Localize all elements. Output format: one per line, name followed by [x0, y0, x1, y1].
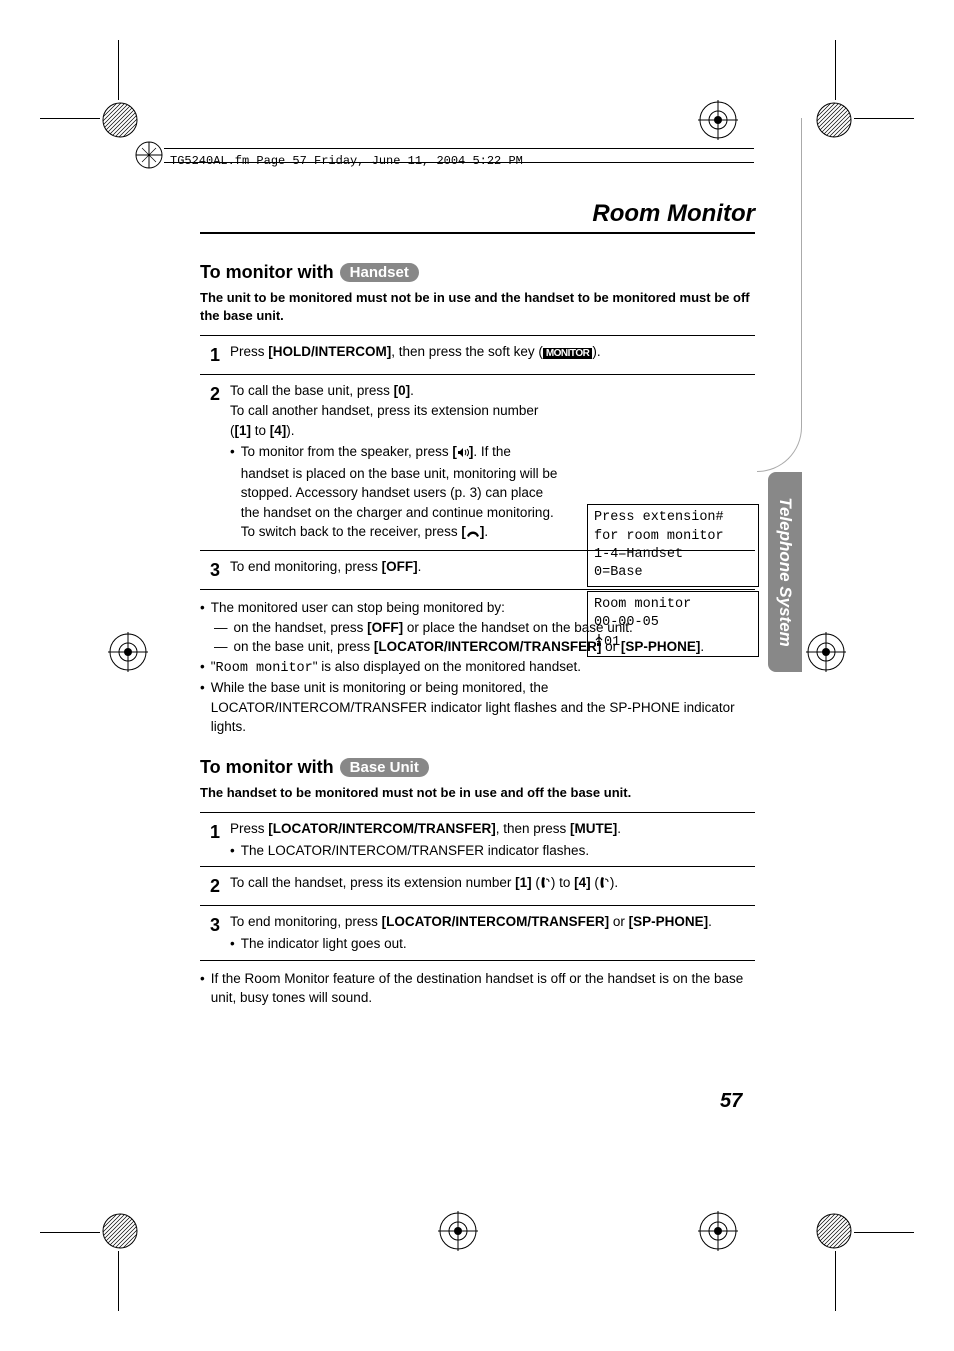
side-tab: Telephone System	[768, 472, 802, 672]
step-b1: 1 Press [LOCATOR/INTERCOM/TRANSFER], the…	[200, 813, 755, 867]
receiver-icon	[466, 524, 480, 544]
antenna-icon	[594, 634, 604, 646]
handset-pill: Handset	[340, 263, 419, 282]
registration-mark-icon	[698, 100, 738, 140]
baseunit-pill: Base Unit	[340, 758, 429, 777]
step-b3: 3 To end monitoring, press [LOCATOR/INTE…	[200, 906, 755, 960]
page-number: 57	[720, 1090, 742, 1113]
registration-mark-icon	[806, 632, 846, 672]
framemaker-circle-icon	[134, 140, 164, 175]
handset-icon	[540, 875, 551, 895]
section2-note: The handset to be monitored must not be …	[200, 784, 755, 802]
speaker-icon	[457, 444, 469, 464]
corner-circle-icon	[102, 102, 138, 138]
handset-icon	[599, 875, 610, 895]
monitor-softkey-icon: MONITOR	[543, 348, 593, 359]
registration-mark-icon	[108, 632, 148, 672]
section2-notes: •If the Room Monitor feature of the dest…	[200, 969, 755, 1008]
step-b2: 2 To call the handset, press its extensi…	[200, 867, 755, 906]
fm-header-text: TG5240AL.fm Page 57 Friday, June 11, 200…	[170, 154, 523, 168]
corner-circle-icon	[816, 102, 852, 138]
section2-heading: To monitor with Base Unit	[200, 757, 755, 778]
corner-circle-icon	[102, 1213, 138, 1249]
section1-heading: To monitor with Handset	[200, 262, 755, 283]
page-title: Room Monitor	[200, 200, 755, 234]
section1-note: The unit to be monitored must not be in …	[200, 289, 755, 325]
registration-mark-icon	[698, 1211, 738, 1251]
registration-mark-icon	[438, 1211, 478, 1251]
lcd-display: Press extension# for room monitor 1-4=Ha…	[587, 504, 759, 661]
side-tab-label: Telephone System	[775, 497, 795, 647]
step-1: 1 Press [HOLD/INTERCOM], then press the …	[200, 336, 755, 375]
corner-circle-icon	[816, 1213, 852, 1249]
side-curve	[757, 118, 802, 472]
